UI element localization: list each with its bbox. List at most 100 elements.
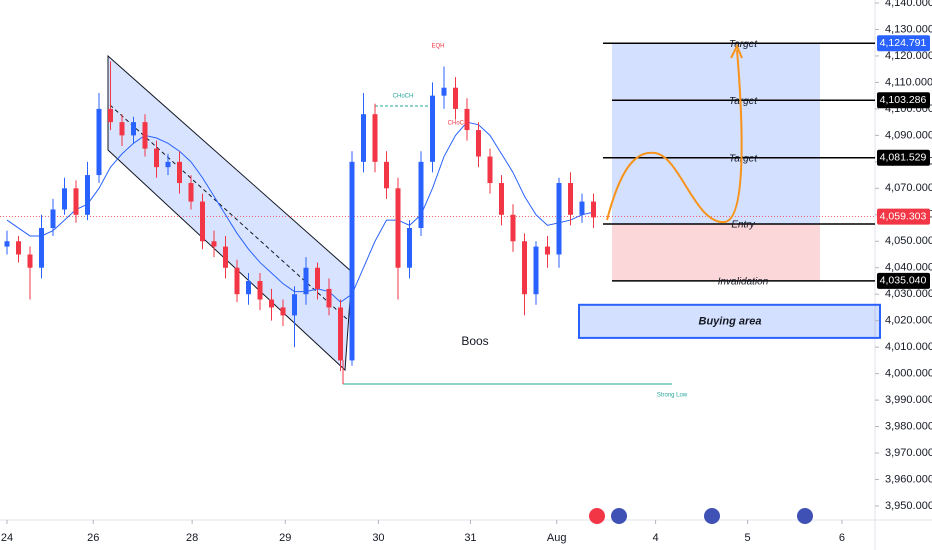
price-tag <box>877 272 930 289</box>
x-tick-label: 28 <box>186 532 198 544</box>
candle-body <box>487 156 493 184</box>
candle-body <box>453 87 458 109</box>
price-tag <box>877 149 930 166</box>
candle-body <box>384 161 389 189</box>
y-tick-label: 3,960.000 <box>885 473 932 485</box>
price-tag-label: 4,081.529 <box>880 152 927 164</box>
y-tick-label: 4,090.000 <box>885 129 932 141</box>
candle-body <box>223 246 228 268</box>
y-tick-label: 4,070.000 <box>885 182 932 194</box>
stop-zone <box>612 224 820 281</box>
boos-label: Boos <box>461 334 488 348</box>
candle-body <box>188 183 194 202</box>
candle-body <box>257 280 263 300</box>
candle-body <box>62 188 67 210</box>
eqh-label: EQH <box>431 44 444 50</box>
candle-body <box>177 161 182 184</box>
y-tick-label: 4,120.000 <box>885 50 932 62</box>
choch-label: CHoCH <box>393 94 414 100</box>
candle-body <box>372 114 378 162</box>
strong-low-label: Strong Low <box>657 393 688 399</box>
event-icons <box>589 508 813 524</box>
projection-arrow <box>730 43 743 59</box>
level-label: Entry <box>731 220 755 231</box>
price-tag-label: 4,103.286 <box>880 94 927 106</box>
candle-body <box>211 241 217 247</box>
moving-average <box>6 121 594 303</box>
candle-body <box>441 87 447 96</box>
x-tick-label: 31 <box>464 532 476 544</box>
price-tag-label: 4,124.791 <box>880 37 927 49</box>
candle-body <box>154 148 159 168</box>
x-tick-label: 5 <box>745 532 751 544</box>
candle-body <box>464 108 470 131</box>
candle-body <box>27 254 33 268</box>
x-tick-label: 24 <box>1 532 13 544</box>
candle-body <box>246 280 251 295</box>
candle-body <box>430 95 435 162</box>
candle-body <box>85 175 90 215</box>
x-tick-label: 29 <box>279 532 291 544</box>
y-tick-label: 4,140.000 <box>885 0 932 9</box>
candle-body <box>499 183 504 215</box>
y-tick-label: 4,130.000 <box>885 23 932 35</box>
x-tick-label: 4 <box>653 532 659 544</box>
candle-body <box>522 241 527 295</box>
y-tick-label: 3,990.000 <box>885 394 932 406</box>
buying-area <box>578 303 881 339</box>
y-tick-label: 4,050.000 <box>885 235 932 247</box>
candle-body <box>407 228 412 268</box>
candle-body <box>4 241 10 247</box>
x-tick-label: 30 <box>372 532 384 544</box>
candle-body <box>361 114 366 162</box>
candle-body <box>315 267 320 289</box>
choch-label: CHoCH <box>448 121 469 127</box>
level-label: Target <box>729 96 758 107</box>
candle-body <box>510 214 516 242</box>
y-tick-label: 3,980.000 <box>885 420 932 432</box>
candle-body <box>119 122 125 136</box>
x-tick-label: 6 <box>839 532 845 544</box>
candle-body <box>73 188 79 215</box>
candle-body <box>303 267 309 295</box>
candle-body <box>292 294 297 316</box>
y-tick-label: 4,000.000 <box>885 368 932 380</box>
x-tick-label: 26 <box>87 532 99 544</box>
candle-body <box>349 161 355 361</box>
candle-body <box>16 241 21 255</box>
price-tag <box>877 208 930 225</box>
flag-icon <box>611 508 627 524</box>
candle-body <box>568 183 573 215</box>
x-tick-label: Aug <box>547 532 567 544</box>
y-tick-label: 4,010.000 <box>885 341 932 353</box>
level-label: Invalidation <box>718 277 769 288</box>
candle-body <box>200 201 205 242</box>
y-tick-label: 3,950.000 <box>885 500 932 512</box>
target-zone <box>612 43 820 225</box>
projection-curve <box>606 49 743 224</box>
candle-body <box>108 108 113 123</box>
candle-body <box>326 288 332 308</box>
price-tag <box>877 92 930 109</box>
candle-body <box>395 188 401 268</box>
price-tag-label: 4,035.040 <box>880 275 927 287</box>
y-tick-label: 4,020.000 <box>885 315 932 327</box>
candle-body <box>96 108 102 176</box>
flag-icon <box>797 508 813 524</box>
level-label: Target <box>729 39 758 50</box>
buying-area-label: Buying area <box>699 315 762 327</box>
candle-body <box>131 122 136 136</box>
candle-body <box>234 267 240 295</box>
price-tag-label: 4,059.303 <box>880 210 927 222</box>
candle-body <box>533 246 539 295</box>
candle-body <box>39 228 44 268</box>
candle-body <box>556 183 562 255</box>
y-tick-label: 3,970.000 <box>885 447 932 459</box>
event-icon <box>589 508 605 524</box>
y-tick-label: 4,040.000 <box>885 262 932 274</box>
candle-body <box>591 201 596 218</box>
flag-icon <box>704 508 720 524</box>
candle-body <box>142 122 148 149</box>
candle-body <box>579 201 585 215</box>
